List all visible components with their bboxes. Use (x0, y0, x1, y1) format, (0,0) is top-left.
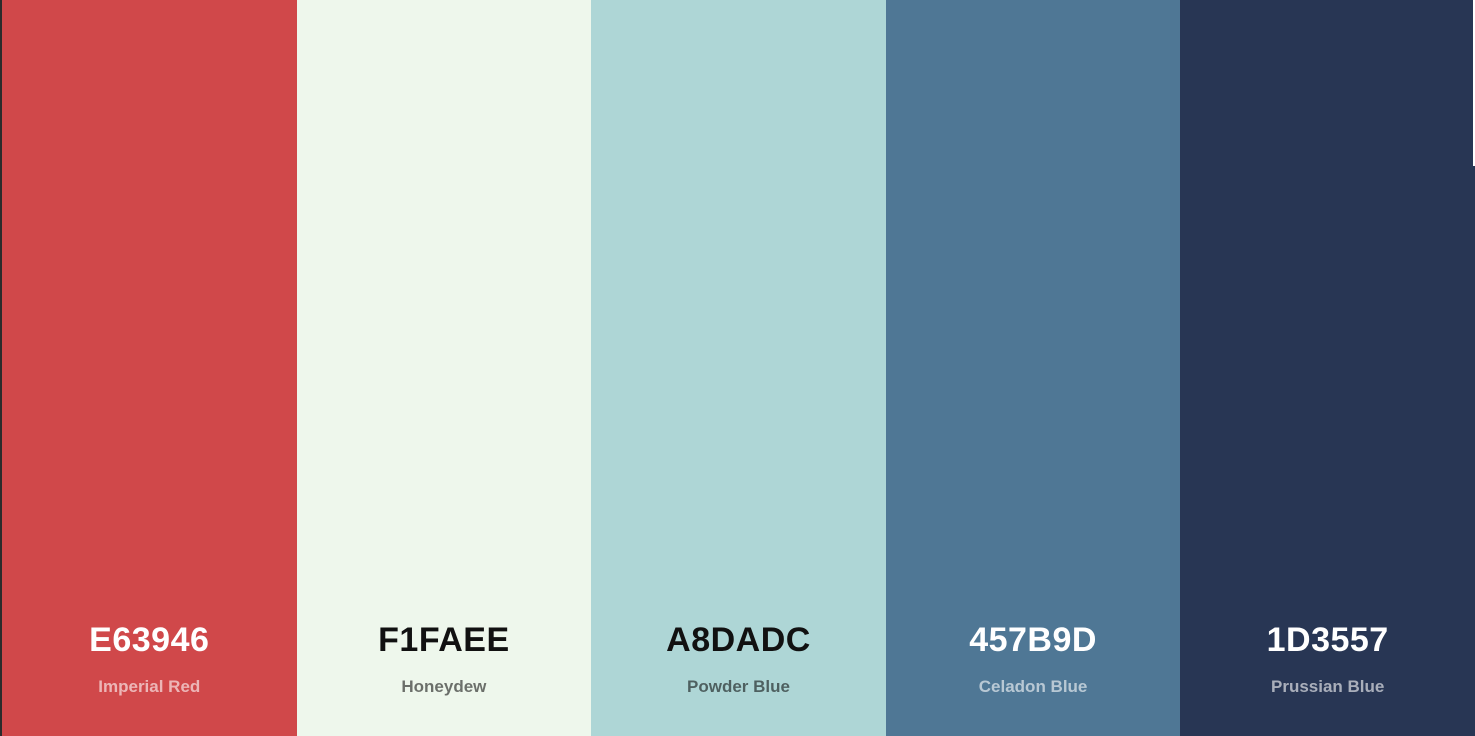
swatch-imperial-red[interactable]: E63946 Imperial Red (2, 0, 297, 736)
edge-divider (1473, 0, 1475, 166)
swatch-color-name: Celadon Blue (978, 677, 1088, 696)
swatch-celadon-blue[interactable]: 457B9D Celadon Blue (885, 0, 1181, 736)
swatch-powder-blue[interactable]: A8DADC Powder Blue (591, 0, 886, 736)
swatch-honeydew[interactable]: F1FAEE Honeydew (296, 0, 592, 736)
swatch-hex-code: F1FAEE (378, 621, 510, 659)
swatch-hex-code: 457B9D (969, 621, 1097, 659)
swatch-prussian-blue[interactable]: 1D3557 Prussian Blue (1180, 0, 1475, 736)
swatch-hex-code: A8DADC (666, 621, 811, 659)
swatch-hex-code: E63946 (89, 621, 210, 659)
swatch-color-name: Powder Blue (687, 677, 790, 696)
swatch-color-name: Honeydew (401, 677, 487, 696)
swatch-color-name: Prussian Blue (1270, 677, 1385, 696)
swatch-hex-code: 1D3557 (1266, 621, 1389, 659)
swatch-color-name: Imperial Red (98, 677, 201, 696)
